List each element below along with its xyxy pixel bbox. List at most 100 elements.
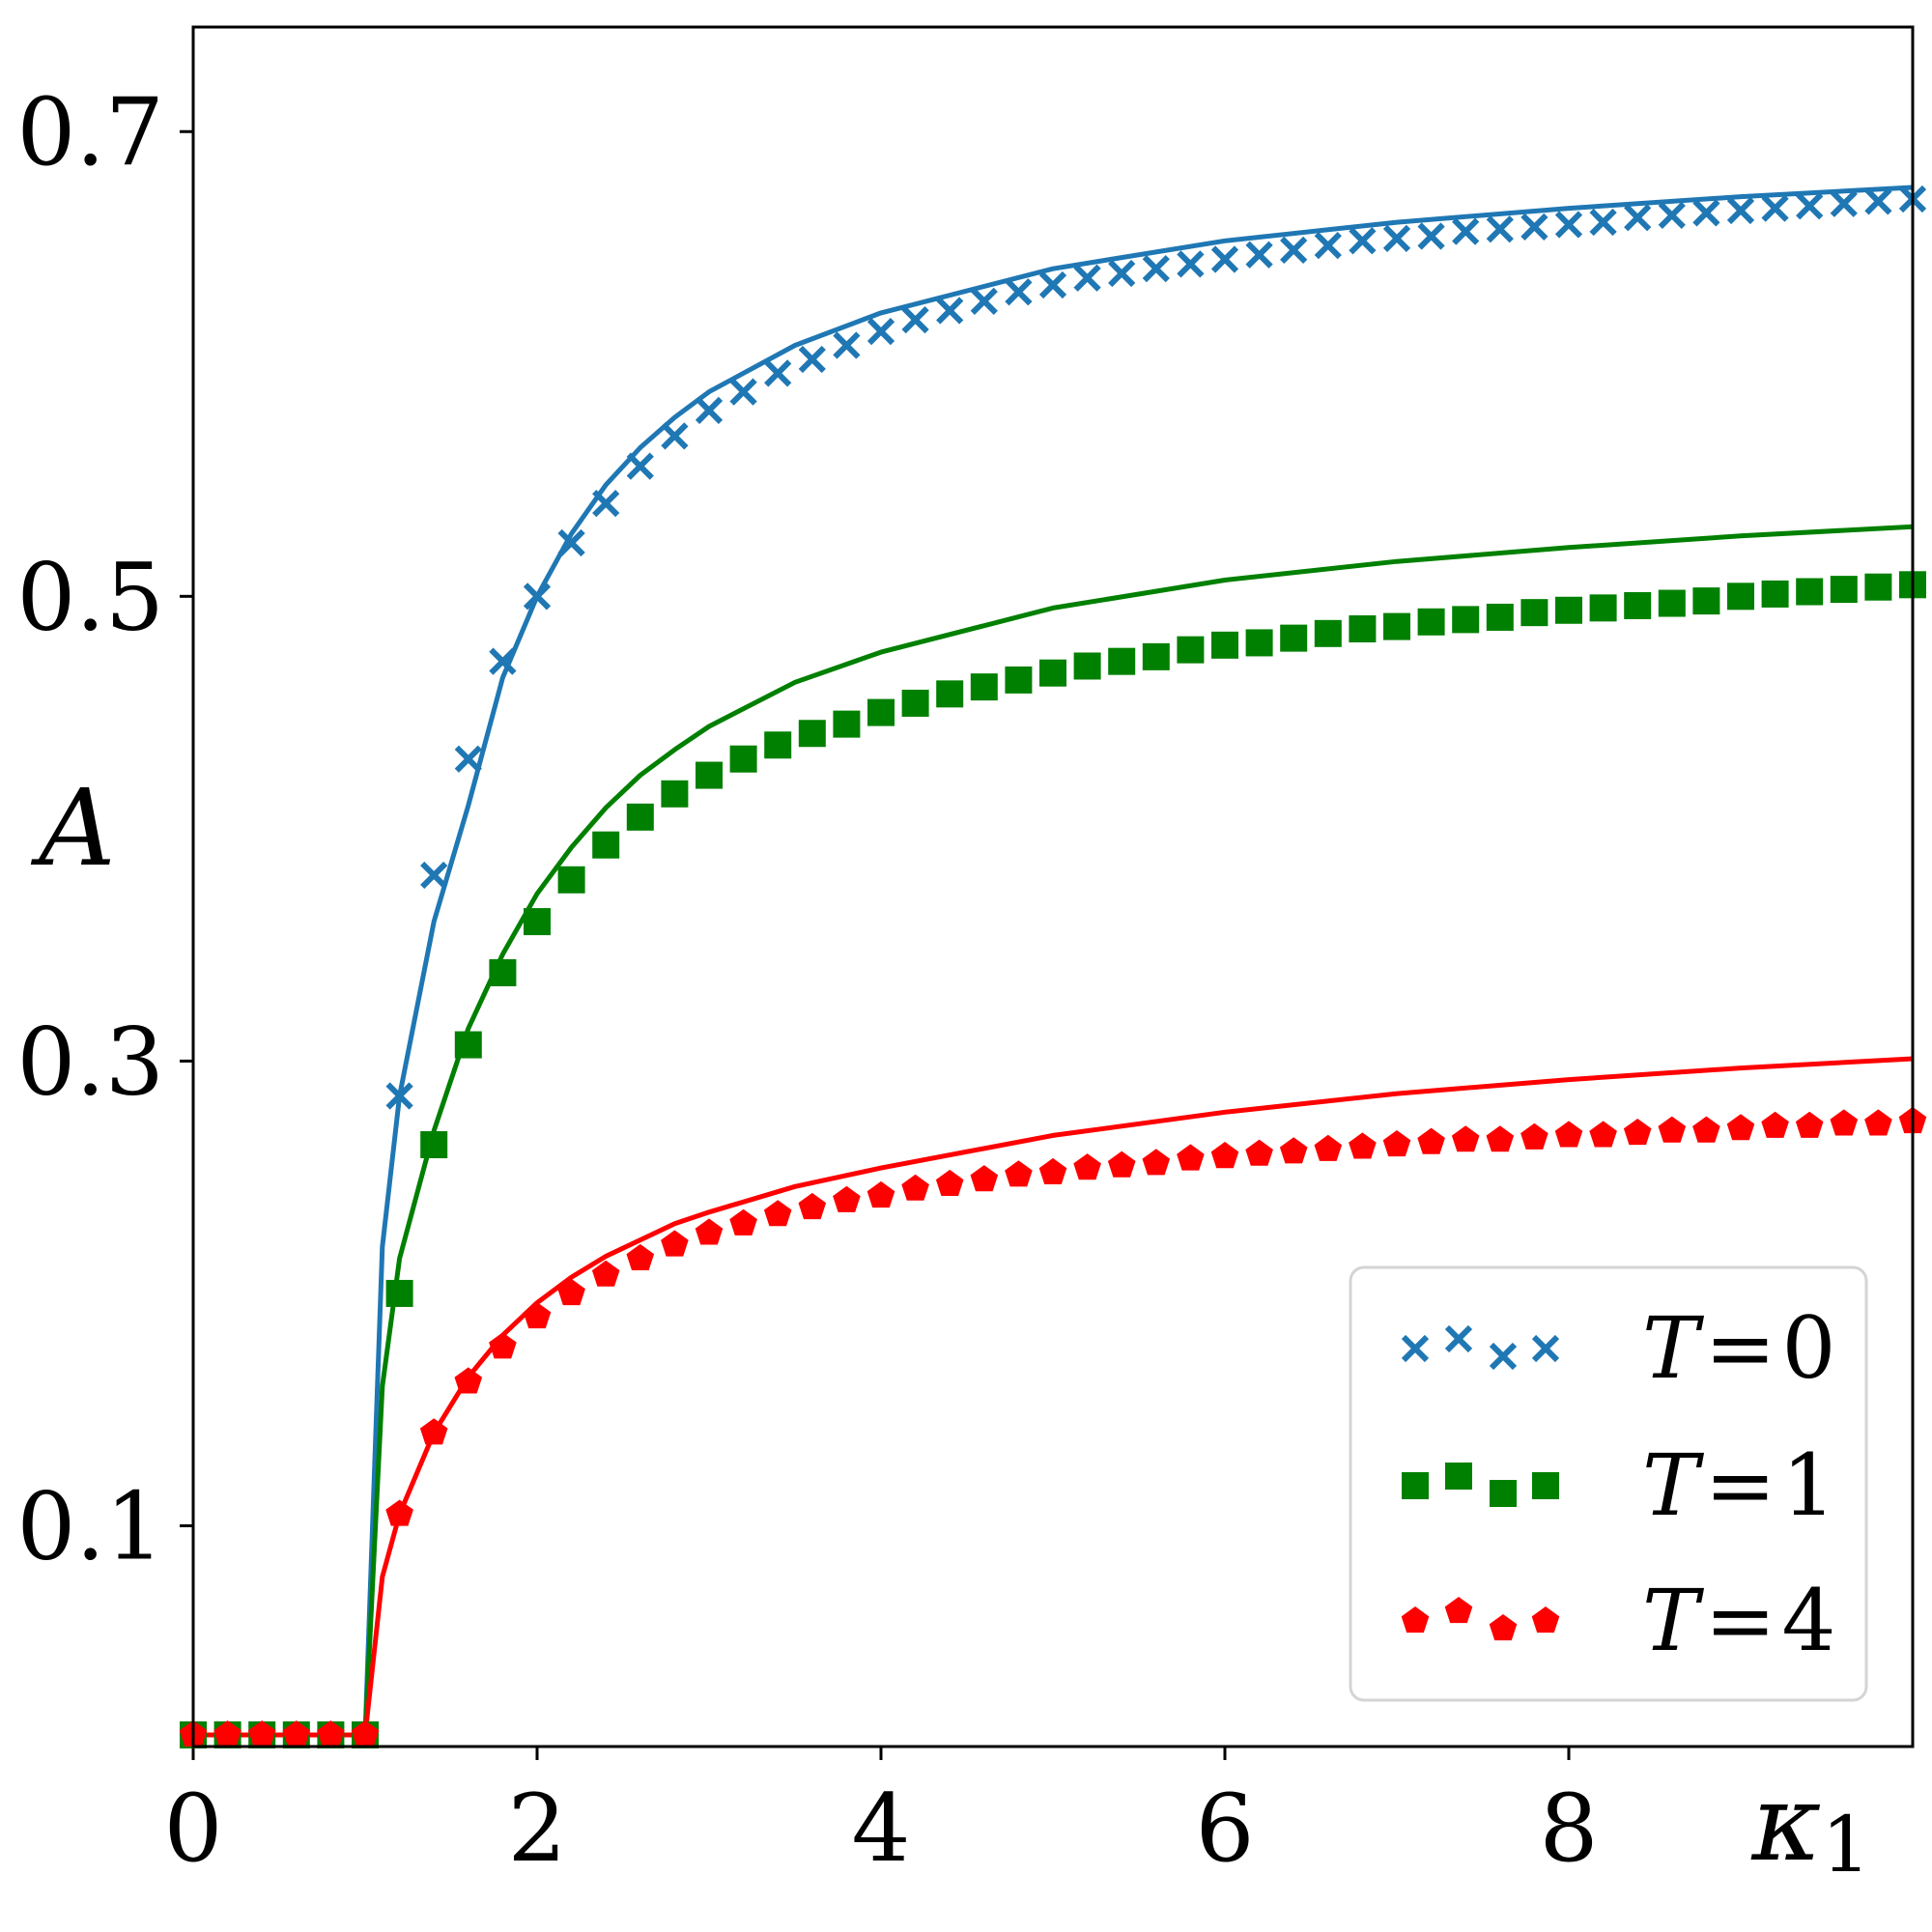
data-point-s0-8 bbox=[661, 422, 689, 450]
data-point-s2-26 bbox=[1073, 1153, 1101, 1180]
data-point-s1-24 bbox=[1005, 666, 1033, 694]
data-point-s0-33 bbox=[1520, 213, 1548, 241]
legend-t4-val: 4 bbox=[1781, 1571, 1835, 1670]
legend-marker-s0-3 bbox=[1531, 1334, 1560, 1363]
data-point-s1-13 bbox=[626, 803, 654, 831]
data-point-s0-0 bbox=[385, 1082, 413, 1110]
x-axis-label: κ1 bbox=[1750, 1761, 1870, 1889]
data-point-s0-20 bbox=[1073, 264, 1101, 292]
data-point-s0-40 bbox=[1761, 194, 1789, 222]
data-point-s2-39 bbox=[1520, 1122, 1548, 1150]
data-point-s1-17 bbox=[764, 731, 792, 759]
data-point-s0-31 bbox=[1452, 217, 1480, 245]
data-point-s1-18 bbox=[798, 720, 826, 748]
series-line-0 bbox=[193, 185, 1914, 1738]
legend-t4-eq: = bbox=[1705, 1571, 1776, 1670]
data-point-s1-30 bbox=[1211, 631, 1238, 659]
data-point-s2-18 bbox=[798, 1192, 827, 1220]
data-point-s2-10 bbox=[523, 1302, 552, 1329]
legend-markers bbox=[1401, 1324, 1560, 1641]
legend-marker-s0-0 bbox=[1401, 1334, 1430, 1363]
data-point-s2-15 bbox=[695, 1218, 724, 1245]
data-point-s0-7 bbox=[626, 452, 654, 480]
data-point-s1-6 bbox=[385, 1279, 413, 1307]
data-point-s1-14 bbox=[661, 780, 689, 808]
data-point-s0-19 bbox=[1038, 270, 1067, 299]
data-point-s2-30 bbox=[1210, 1142, 1239, 1169]
data-point-s1-9 bbox=[489, 959, 517, 986]
data-point-s0-18 bbox=[1005, 278, 1033, 306]
data-point-s0-39 bbox=[1726, 196, 1755, 225]
data-point-s0-37 bbox=[1658, 201, 1686, 229]
data-point-s2-32 bbox=[1279, 1137, 1308, 1164]
data-point-s1-35 bbox=[1383, 612, 1410, 640]
data-point-s1-15 bbox=[696, 761, 723, 789]
series-line-2 bbox=[193, 1056, 1914, 1738]
legend-t1-var: T bbox=[1642, 1435, 1705, 1535]
data-point-s2-24 bbox=[1005, 1160, 1033, 1187]
data-point-s2-49 bbox=[1864, 1109, 1892, 1136]
legend-t0-eq: = bbox=[1705, 1298, 1776, 1398]
lines-layer bbox=[193, 185, 1914, 1738]
data-point-s0-34 bbox=[1554, 211, 1583, 239]
data-point-s0-3 bbox=[489, 647, 517, 675]
data-point-s2-6 bbox=[385, 1499, 413, 1526]
legend-marker-s2-2 bbox=[1489, 1614, 1518, 1641]
data-point-s1-49 bbox=[1864, 573, 1892, 601]
data-point-s2-22 bbox=[935, 1169, 964, 1196]
data-point-s2-28 bbox=[1142, 1149, 1171, 1176]
y-tick-label-3: 0.7 bbox=[16, 78, 164, 186]
data-point-s2-21 bbox=[901, 1174, 929, 1201]
data-point-s2-29 bbox=[1177, 1144, 1205, 1171]
markers-layer bbox=[179, 185, 1927, 1748]
data-point-s1-47 bbox=[1796, 578, 1824, 606]
data-point-s1-11 bbox=[557, 866, 585, 894]
y-tick-label-0: 0.1 bbox=[16, 1472, 164, 1580]
data-point-s2-47 bbox=[1795, 1111, 1824, 1138]
data-point-s1-12 bbox=[592, 831, 620, 859]
data-point-s1-40 bbox=[1555, 596, 1582, 624]
data-point-s0-36 bbox=[1624, 204, 1652, 232]
data-point-s1-45 bbox=[1727, 582, 1754, 611]
data-point-s1-48 bbox=[1830, 576, 1858, 604]
data-point-s0-42 bbox=[1830, 189, 1858, 217]
legend-marker-s2-1 bbox=[1444, 1597, 1473, 1624]
data-point-s2-41 bbox=[1589, 1121, 1617, 1148]
data-point-s2-31 bbox=[1245, 1139, 1273, 1166]
data-point-s2-3 bbox=[282, 1720, 311, 1747]
data-point-s0-14 bbox=[867, 317, 895, 346]
data-point-s1-33 bbox=[1314, 619, 1342, 647]
y-axis-label: A bbox=[30, 766, 115, 890]
data-point-s2-27 bbox=[1107, 1151, 1136, 1178]
data-point-s2-34 bbox=[1349, 1132, 1377, 1159]
data-point-s0-35 bbox=[1589, 208, 1617, 237]
data-point-s1-21 bbox=[901, 689, 929, 717]
data-point-s2-23 bbox=[970, 1165, 999, 1192]
legend-t4-var: T bbox=[1642, 1571, 1705, 1670]
data-point-s1-42 bbox=[1624, 591, 1652, 619]
series-line-1 bbox=[193, 524, 1914, 1738]
data-point-s1-25 bbox=[1039, 659, 1066, 687]
plot-frame bbox=[191, 25, 1915, 1748]
legend-label-t4: T=4 bbox=[1642, 1571, 1835, 1670]
data-point-s0-30 bbox=[1417, 222, 1445, 250]
data-point-s0-13 bbox=[833, 331, 861, 359]
data-point-s0-29 bbox=[1382, 224, 1411, 253]
legend-t1-eq: = bbox=[1705, 1435, 1776, 1535]
legend-marker-s1-0 bbox=[1402, 1472, 1429, 1499]
data-point-s2-40 bbox=[1554, 1121, 1583, 1148]
data-point-s2-14 bbox=[661, 1230, 689, 1257]
data-point-s0-28 bbox=[1349, 227, 1377, 255]
data-point-s0-1 bbox=[420, 861, 448, 890]
data-point-s0-17 bbox=[970, 287, 998, 315]
data-point-s1-27 bbox=[1108, 647, 1136, 675]
data-point-s0-15 bbox=[901, 305, 929, 334]
data-point-s2-44 bbox=[1692, 1116, 1720, 1143]
y-tick-label-2: 0.5 bbox=[16, 543, 164, 651]
legend-t0-var: T bbox=[1642, 1298, 1705, 1398]
data-point-s0-26 bbox=[1280, 236, 1308, 265]
data-point-s0-25 bbox=[1245, 241, 1273, 269]
legend-marker-s1-3 bbox=[1532, 1472, 1559, 1499]
data-point-s1-8 bbox=[454, 1031, 482, 1059]
data-point-s0-24 bbox=[1210, 245, 1239, 273]
